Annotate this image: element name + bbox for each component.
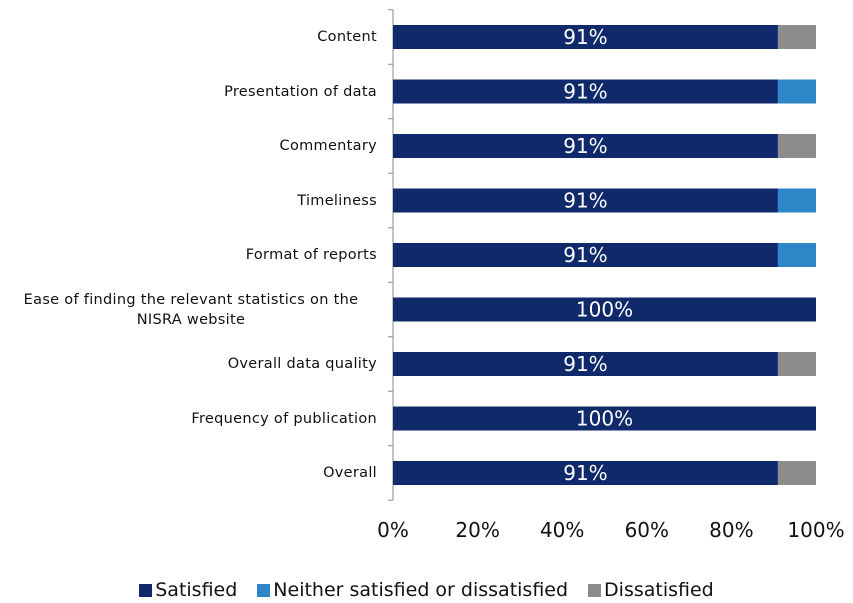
bar-segment [393, 243, 778, 267]
legend: Satisfied Neither satisfied or dissatisfi… [0, 579, 853, 601]
data-label: 91% [563, 134, 607, 158]
data-label: 91% [563, 352, 607, 376]
legend-swatch [588, 583, 602, 597]
category-label: Content [317, 29, 377, 45]
category-label: Presentation of data [224, 83, 377, 100]
bar-segment [777, 79, 816, 104]
bar-segment [393, 297, 816, 322]
data-label: 100% [576, 407, 633, 431]
legend-item: Satisfied [139, 579, 237, 601]
legend-swatch [139, 583, 153, 597]
bar-segment [393, 461, 778, 485]
x-tick-label: 0% [377, 518, 409, 542]
bar-segment [777, 134, 816, 158]
x-tick-label: 40% [539, 518, 585, 542]
legend-item: Dissatisfied [588, 579, 714, 601]
bar-segment [777, 188, 816, 213]
category-label: Overall [323, 465, 377, 481]
bar-segment [393, 25, 778, 49]
bar-segment [777, 243, 816, 267]
data-label: 91% [563, 189, 607, 213]
x-tick-label: 20% [455, 518, 500, 542]
category-label: Overall data quality [227, 356, 377, 372]
legend-swatch [257, 583, 271, 597]
bar-segment [777, 352, 816, 376]
bar-segment [393, 134, 778, 158]
data-label: 100% [576, 298, 633, 322]
x-tick-label: 80% [709, 518, 754, 542]
data-label: 91% [563, 461, 607, 485]
x-tick-label: 60% [624, 518, 670, 542]
x-tick-label: 100% [787, 518, 845, 542]
legend-item: Neither satisfied or dissatisfied [257, 579, 568, 601]
legend-label: Neither satisfied or dissatisfied [273, 579, 569, 601]
category-label: Ease of finding the relevant statistics … [23, 291, 359, 328]
category-label: Frequency of publication [191, 410, 377, 427]
legend-label: Dissatisfied [604, 579, 714, 601]
category-label: Commentary [279, 138, 377, 154]
data-label: 91% [563, 25, 607, 49]
bar-segment [393, 79, 778, 104]
bar-segment [777, 25, 816, 49]
bar-segment [393, 352, 778, 376]
legend-label: Satisfied [155, 579, 238, 601]
bar-segment [777, 461, 816, 485]
bar-segment [393, 188, 778, 213]
data-label: 91% [563, 80, 607, 104]
bar-segment [393, 406, 816, 431]
category-label: Format of reports [245, 247, 377, 263]
category-label: Timeliness [297, 192, 377, 209]
data-label: 91% [563, 243, 607, 267]
